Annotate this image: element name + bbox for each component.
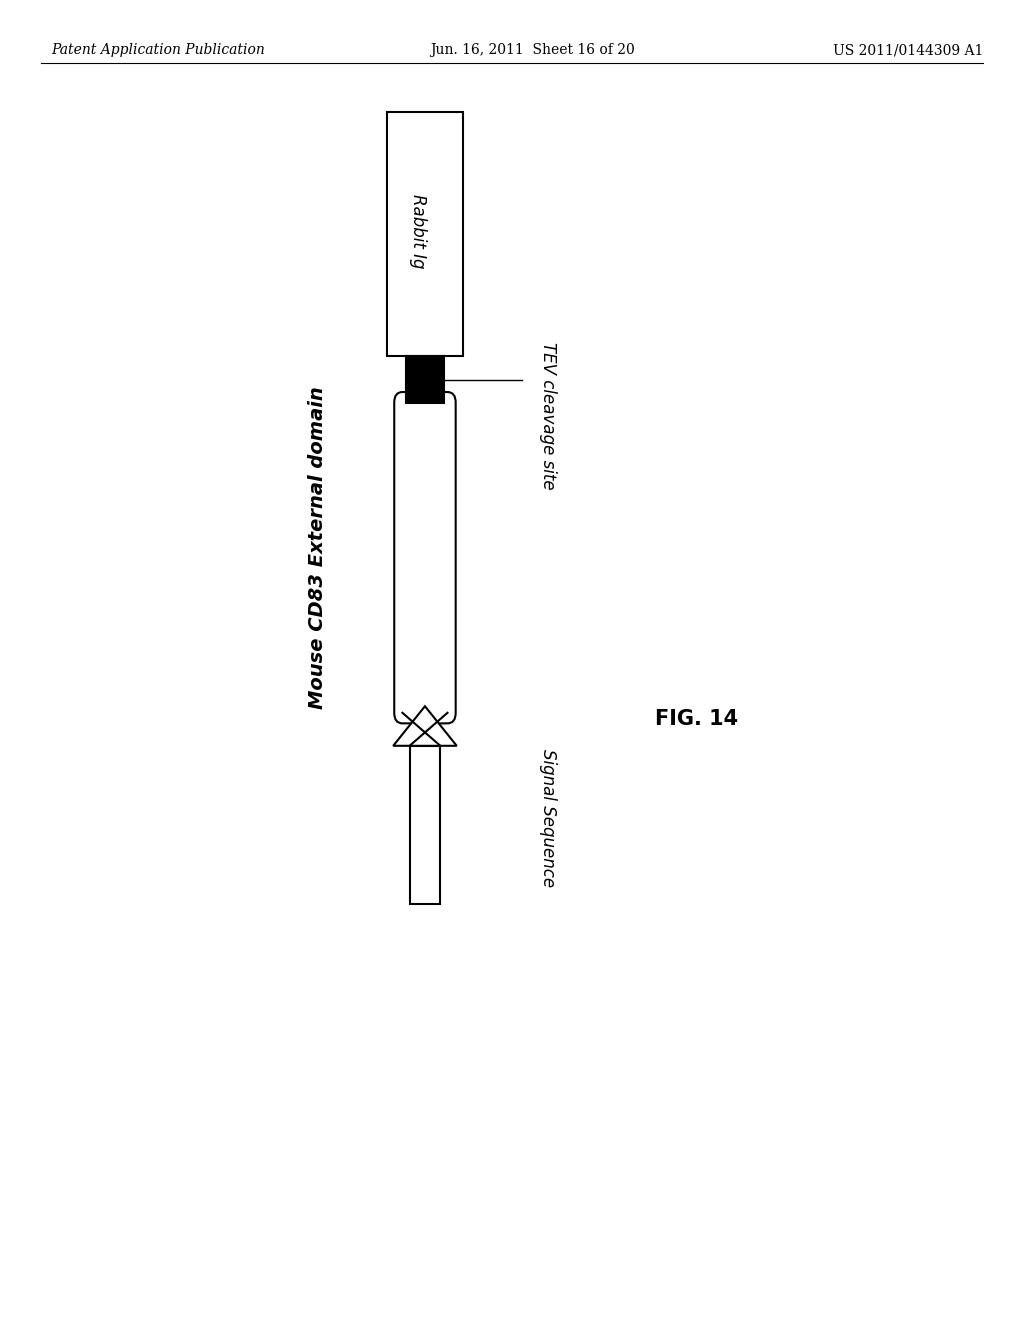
Bar [406, 356, 444, 403]
FancyBboxPatch shape [394, 392, 456, 723]
Text: Jun. 16, 2011  Sheet 16 of 20: Jun. 16, 2011 Sheet 16 of 20 [430, 44, 635, 57]
Text: Mouse CD83 External domain: Mouse CD83 External domain [308, 387, 327, 709]
Bar [410, 746, 440, 904]
Text: US 2011/0144309 A1: US 2011/0144309 A1 [833, 44, 983, 57]
Text: FIG. 14: FIG. 14 [654, 709, 738, 730]
Text: Patent Application Publication: Patent Application Publication [51, 44, 265, 57]
Bar [387, 112, 463, 356]
Text: Rabbit Ig: Rabbit Ig [409, 194, 427, 268]
Text: Signal Sequence: Signal Sequence [539, 750, 557, 887]
Polygon shape [393, 706, 457, 746]
Text: TEV cleavage site: TEV cleavage site [539, 342, 557, 490]
